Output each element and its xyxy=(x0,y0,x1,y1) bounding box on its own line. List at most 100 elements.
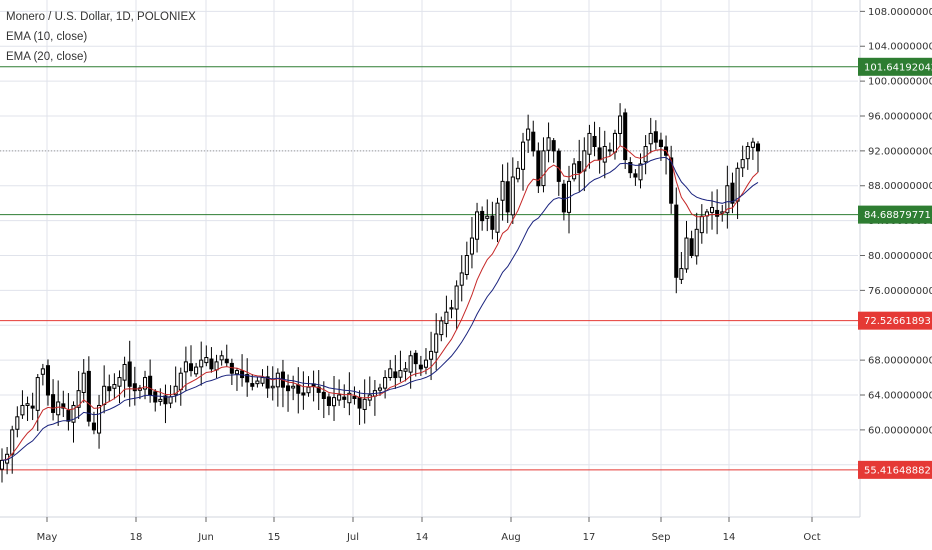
candle-body xyxy=(536,150,541,187)
x-tick-label: Aug xyxy=(501,532,521,543)
candle-body xyxy=(638,163,643,181)
y-tick-label: 108.00000000 xyxy=(868,7,932,18)
candle-body xyxy=(245,374,250,383)
candle-body xyxy=(357,396,362,409)
candle-body xyxy=(679,268,684,280)
legend-ema-10[interactable]: EMA (10, close) xyxy=(6,31,88,43)
candle-body xyxy=(76,390,81,408)
candle-body xyxy=(398,370,403,378)
candle-body xyxy=(628,162,633,174)
candle-body xyxy=(546,137,551,151)
level-price-label: 101.64192042 xyxy=(864,62,932,73)
y-tick-label: 68.00000000 xyxy=(868,356,932,367)
candle-body xyxy=(250,383,255,387)
candle-body xyxy=(429,350,434,360)
candle-body xyxy=(510,176,515,216)
candle-body xyxy=(597,147,602,161)
candle-body xyxy=(689,238,694,257)
candle-body xyxy=(684,237,689,270)
candle-body xyxy=(561,183,566,213)
candle-body xyxy=(464,255,469,275)
candle-body xyxy=(301,392,306,396)
candle-body xyxy=(531,131,536,152)
level-price-label: 55.41648882 xyxy=(864,465,931,476)
time-axis[interactable]: May 18 Jun 15 Jul 14 Aug 17 Sep 14 Oct xyxy=(37,517,821,543)
candle-body xyxy=(556,150,561,182)
candle-body xyxy=(740,159,745,169)
candle-body xyxy=(291,385,296,389)
candle-body xyxy=(730,182,735,204)
candle-body xyxy=(71,404,76,423)
candle-body xyxy=(0,459,5,470)
candle-body xyxy=(270,385,275,389)
y-tick-label: 64.00000000 xyxy=(868,391,932,402)
candle-body xyxy=(475,211,480,240)
candle-body xyxy=(260,377,265,384)
candle-body xyxy=(183,361,188,373)
ema-20-line xyxy=(1,156,759,461)
candle-body xyxy=(643,146,648,163)
candle-body xyxy=(648,132,653,145)
candle-body xyxy=(500,180,505,201)
candle-body xyxy=(142,377,148,390)
candle-body xyxy=(199,359,204,368)
candle-body xyxy=(10,429,15,455)
candle-body xyxy=(194,366,199,375)
candle-body xyxy=(551,140,556,152)
candle-body xyxy=(188,363,194,372)
candle-body xyxy=(413,352,418,365)
candle-body xyxy=(163,395,168,405)
candle-body xyxy=(97,404,102,434)
candle-body xyxy=(725,185,730,214)
y-tick-label: 88.00000000 xyxy=(868,181,932,192)
grid xyxy=(0,0,858,517)
candle-body xyxy=(331,397,337,407)
x-tick-label: Jul xyxy=(346,532,359,543)
candle-body xyxy=(178,372,183,391)
candle-body xyxy=(117,377,122,387)
candle-body xyxy=(444,311,449,324)
candle-body xyxy=(20,404,25,416)
candle-body xyxy=(454,285,459,310)
candle-body xyxy=(459,272,464,286)
candle-body xyxy=(158,398,163,402)
level-price-marker xyxy=(858,460,932,479)
candle-body xyxy=(234,370,240,375)
candle-body xyxy=(658,139,663,148)
candle-body xyxy=(750,141,755,148)
candle-body xyxy=(434,333,439,353)
candle-body xyxy=(316,386,321,393)
candle-body xyxy=(56,401,61,416)
candle-body xyxy=(112,384,117,389)
candle-body xyxy=(306,386,311,394)
price-axis[interactable]: 56.0000000060.0000000064.0000000068.0000… xyxy=(858,7,932,479)
y-tick-label: 60.00000000 xyxy=(868,425,932,436)
candle-body xyxy=(275,372,280,388)
candle-body xyxy=(607,149,612,152)
candle-body xyxy=(755,143,761,152)
candle-body xyxy=(337,394,342,401)
candle-body xyxy=(127,361,132,387)
ema-lines xyxy=(1,145,759,461)
candle-body xyxy=(520,141,526,170)
legend-ema-20[interactable]: EMA (20, close) xyxy=(6,51,88,63)
candle-body xyxy=(347,392,352,404)
candle-body xyxy=(495,202,500,233)
ema-10-line xyxy=(1,145,759,461)
candle-body xyxy=(709,207,715,213)
x-tick-label: 14 xyxy=(416,532,429,543)
candle-body xyxy=(377,387,383,391)
candle-body xyxy=(418,364,423,370)
candle-body xyxy=(623,112,628,161)
candle-body xyxy=(25,403,30,406)
candle-body xyxy=(469,237,474,255)
candle-body xyxy=(480,210,485,222)
candle-body xyxy=(214,361,219,371)
candle-body xyxy=(30,405,35,409)
candle-body xyxy=(541,150,546,187)
candle-body xyxy=(612,132,618,153)
candle-body xyxy=(735,167,740,202)
candle-body xyxy=(132,383,137,392)
